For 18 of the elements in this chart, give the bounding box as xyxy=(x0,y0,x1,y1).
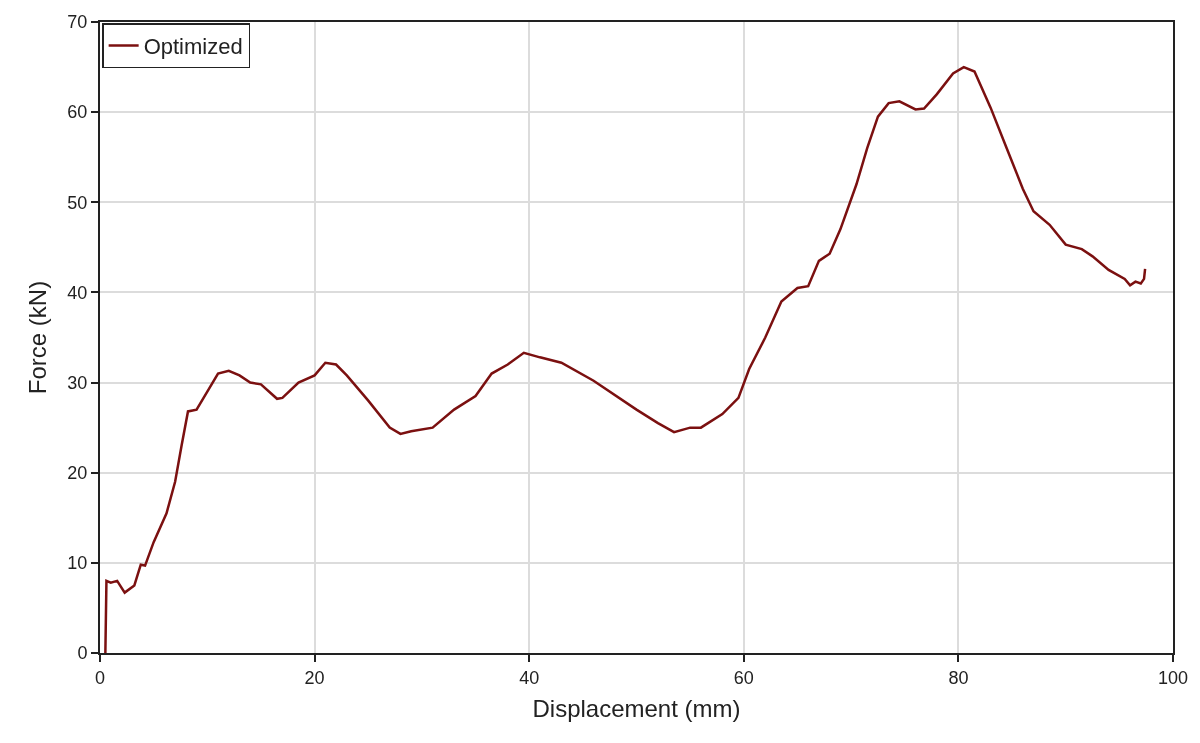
y-tick-label: 40 xyxy=(67,282,88,303)
y-tick-label: 30 xyxy=(67,372,88,393)
y-tick-label: 60 xyxy=(67,102,88,123)
x-tick-label: 100 xyxy=(1157,667,1189,688)
x-tick-label: 80 xyxy=(948,667,969,688)
y-tick-label: 10 xyxy=(67,553,88,574)
y-tick-label: 70 xyxy=(67,12,88,33)
line-series xyxy=(104,65,1147,653)
y-tick-label: 50 xyxy=(67,192,88,213)
y-tick-label: 0 xyxy=(77,643,88,664)
y-axis-title: Force (kN) xyxy=(23,280,51,395)
legend-label: Optimized xyxy=(143,34,243,60)
x-tick-label: 0 xyxy=(94,667,106,688)
x-tick-label: 60 xyxy=(733,667,754,688)
x-tick-label: 40 xyxy=(519,667,540,688)
x-axis-title: Displacement (mm) xyxy=(532,695,741,723)
x-tick-label: 20 xyxy=(304,667,325,688)
y-tick-label: 20 xyxy=(67,463,88,484)
